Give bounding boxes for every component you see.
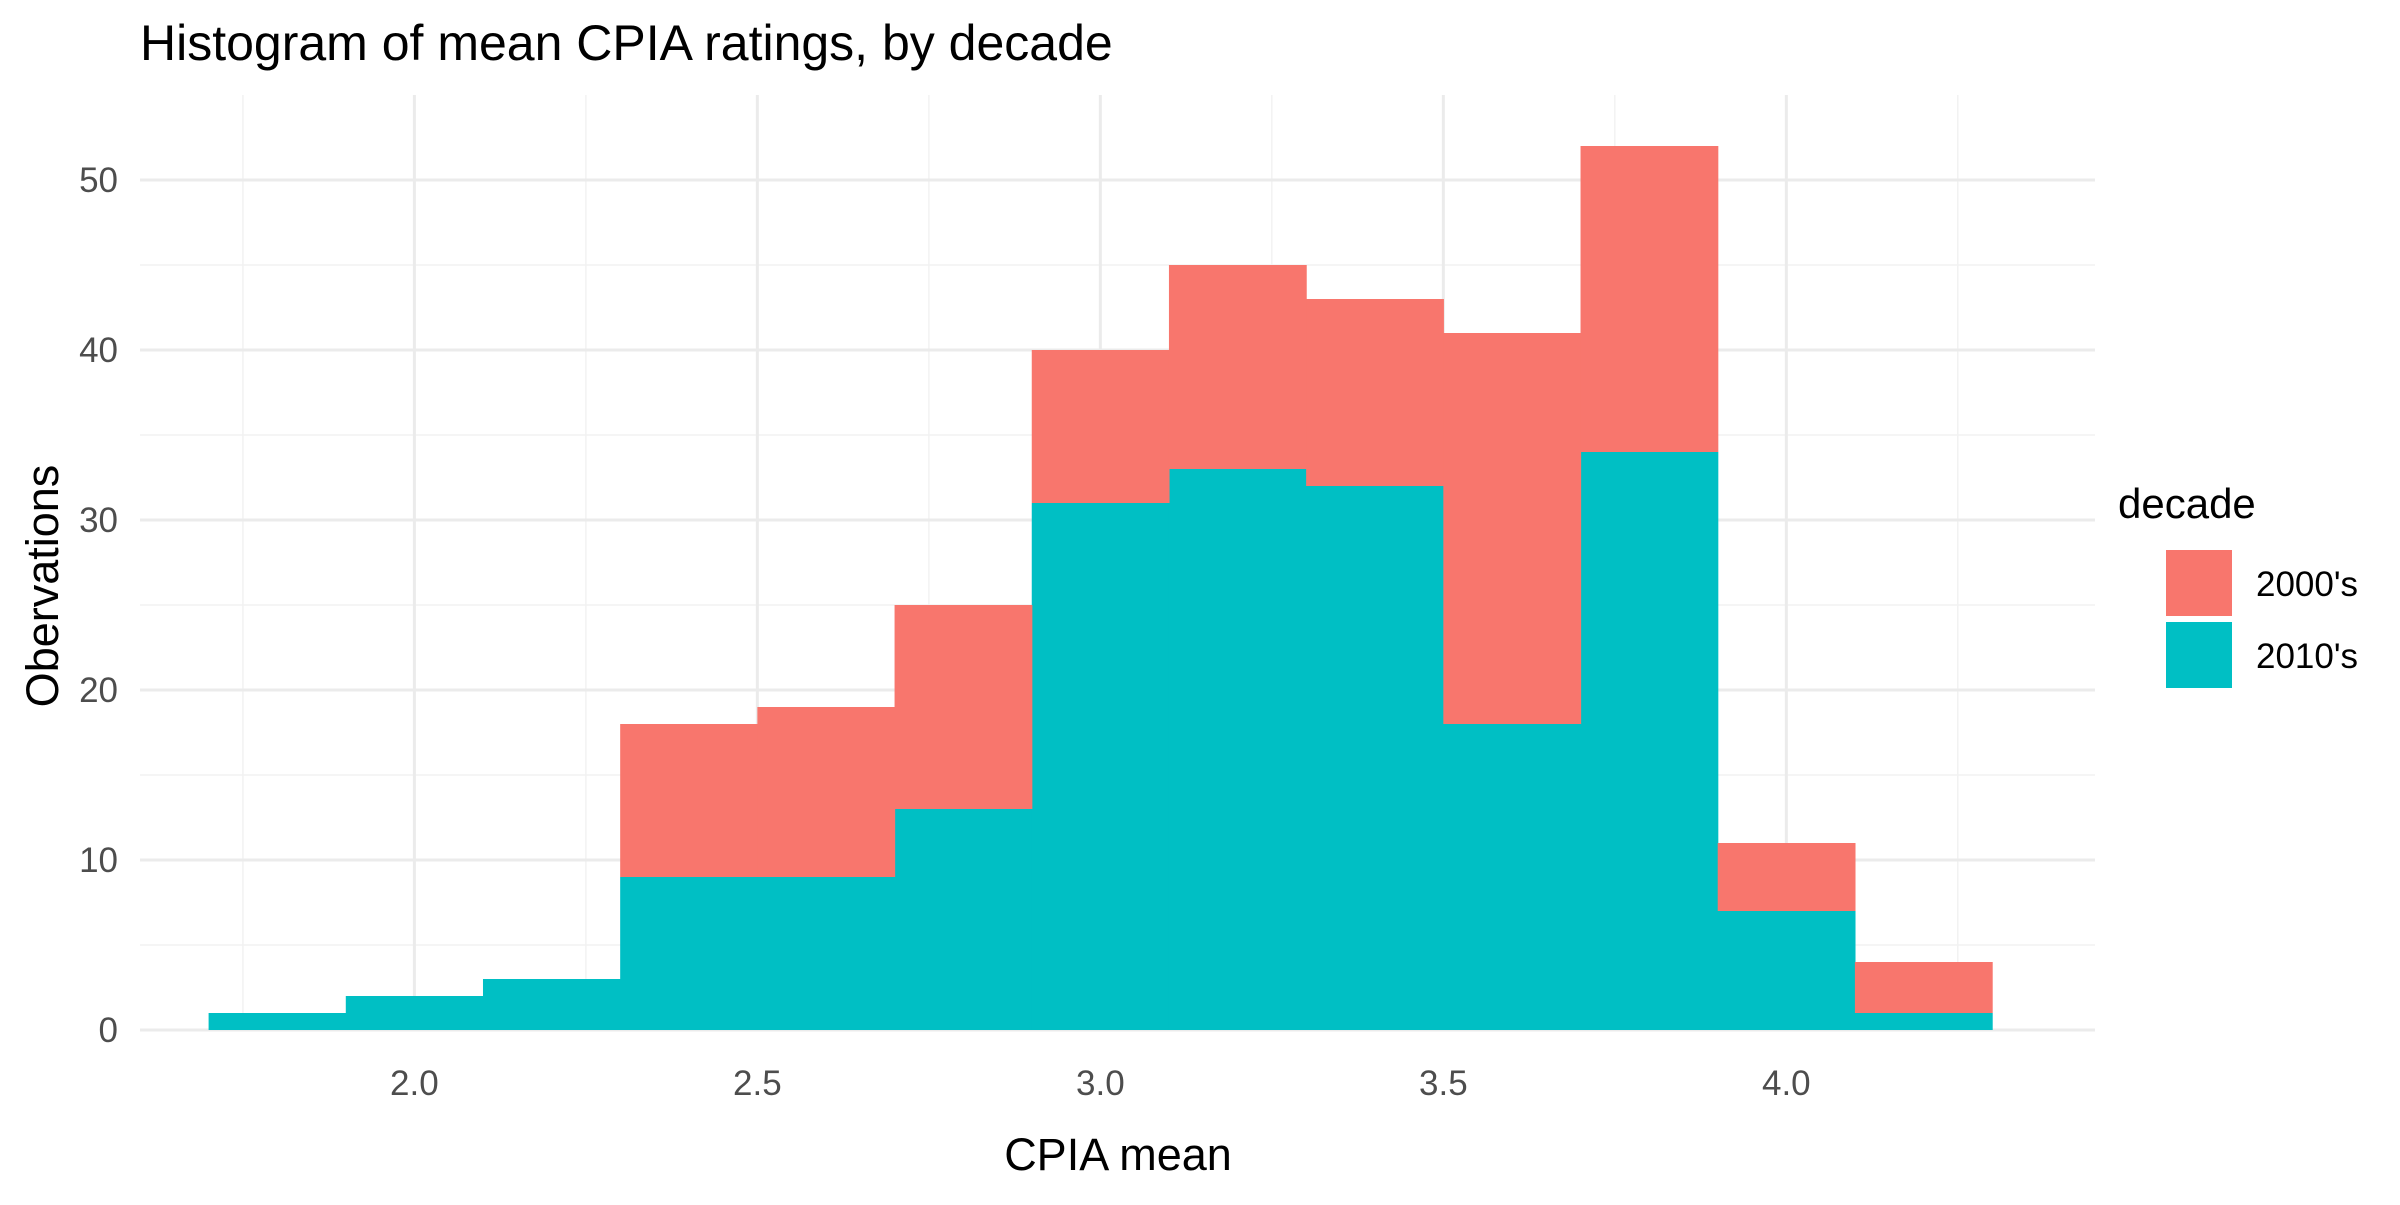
bar-2010s-1.8 bbox=[208, 1013, 347, 1030]
ticks-layer: 2.0 2.5 3.0 3.5 4.0 0 10 20 30 40 50 bbox=[79, 161, 1811, 1103]
bar-2000s-3.0 bbox=[1031, 350, 1170, 503]
bar-2000s-4.2 bbox=[1854, 962, 1993, 1013]
bar-2010s-3.2 bbox=[1168, 469, 1307, 1030]
bar-2000s-3.6 bbox=[1443, 333, 1582, 724]
bar-2010s-2.0 bbox=[345, 996, 484, 1030]
bar-2010s-2.2 bbox=[482, 979, 621, 1030]
bar-2010s-3.0 bbox=[1031, 503, 1170, 1030]
bars-layer bbox=[208, 146, 1993, 1030]
x-tick-label: 2.5 bbox=[733, 1064, 782, 1103]
bar-2010s-4.0 bbox=[1717, 911, 1856, 1030]
legend-label: 2010's bbox=[2256, 637, 2358, 676]
y-tick-label: 40 bbox=[79, 331, 118, 370]
legend-label: 2000's bbox=[2256, 565, 2358, 604]
bar-2010s-3.6 bbox=[1443, 724, 1582, 1030]
bar-2010s-2.4 bbox=[620, 877, 758, 1030]
x-tick-label: 2.0 bbox=[390, 1064, 439, 1103]
legend-swatch bbox=[2166, 622, 2232, 688]
legend-swatch bbox=[2166, 550, 2232, 616]
x-tick-label: 3.5 bbox=[1419, 1064, 1468, 1103]
x-tick-label: 3.0 bbox=[1076, 1064, 1125, 1103]
y-axis-title: Obervations bbox=[17, 465, 68, 708]
x-tick-label: 4.0 bbox=[1762, 1064, 1811, 1103]
bar-2010s-4.2 bbox=[1854, 1013, 1993, 1030]
bar-2000s-2.6 bbox=[757, 707, 896, 877]
bar-2010s-3.4 bbox=[1306, 486, 1444, 1030]
y-tick-label: 20 bbox=[79, 671, 118, 710]
bar-2000s-3.8 bbox=[1580, 146, 1719, 452]
bar-2000s-3.4 bbox=[1306, 299, 1444, 486]
y-tick-label: 0 bbox=[99, 1011, 118, 1050]
legend: decade 2000's 2010's bbox=[2118, 480, 2358, 688]
bar-2000s-4.0 bbox=[1717, 843, 1856, 911]
y-tick-label: 50 bbox=[79, 161, 118, 200]
legend-entries: 2000's 2010's bbox=[2166, 550, 2358, 688]
y-tick-label: 10 bbox=[79, 841, 118, 880]
bar-2010s-2.6 bbox=[757, 877, 896, 1030]
x-axis-title: CPIA mean bbox=[1004, 1129, 1232, 1180]
y-tick-label: 30 bbox=[79, 501, 118, 540]
legend-title: decade bbox=[2118, 480, 2256, 527]
bar-2000s-3.2 bbox=[1168, 265, 1307, 469]
bar-2000s-2.4 bbox=[620, 724, 758, 877]
chart-title: Histogram of mean CPIA ratings, by decad… bbox=[140, 15, 1113, 71]
bar-2010s-3.8 bbox=[1580, 452, 1719, 1030]
bar-2010s-2.8 bbox=[894, 809, 1033, 1030]
bar-2000s-2.8 bbox=[894, 605, 1033, 809]
